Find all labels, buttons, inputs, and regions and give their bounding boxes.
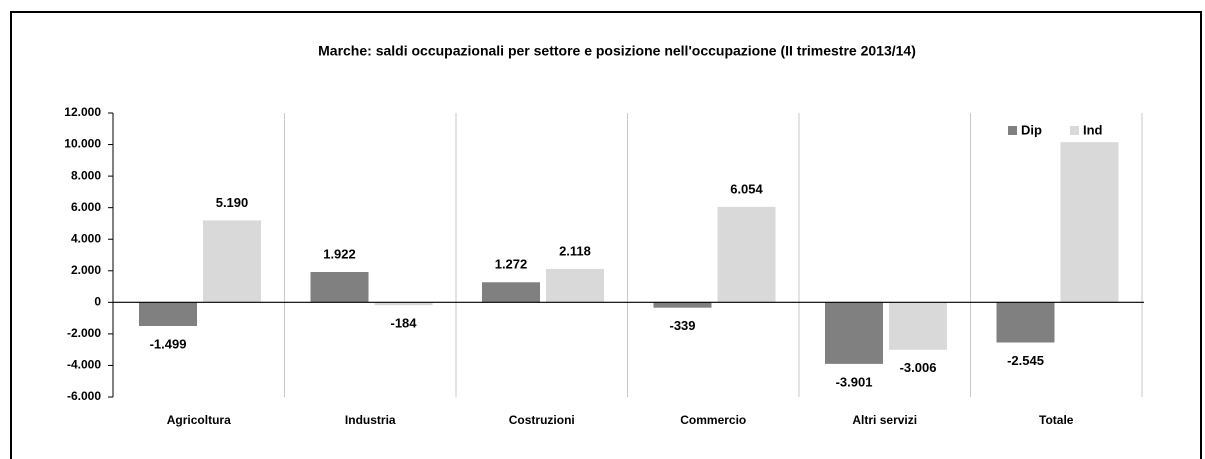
legend-label: Dip (1021, 122, 1042, 137)
bar (1060, 142, 1119, 303)
bar (374, 302, 433, 306)
value-label: 5.190 (216, 195, 249, 210)
value-label: -339 (669, 318, 695, 333)
chart-frame (10, 11, 1202, 459)
x-tick-label: Industria (345, 413, 396, 427)
x-tick-label: Altri servizi (852, 413, 917, 427)
value-label: 1.272 (495, 257, 528, 272)
bar (653, 302, 712, 308)
bar (203, 220, 261, 303)
y-tick-label: 8.000 (71, 168, 101, 182)
bar (139, 302, 197, 326)
value-label: 6.054 (730, 181, 763, 196)
y-tick-label: 4.000 (71, 231, 101, 245)
legend-swatch (1070, 126, 1079, 135)
y-tick-label: 2.000 (71, 263, 101, 277)
bar (996, 302, 1055, 343)
chart-title: Marche: saldi occupazionali per settore … (318, 43, 916, 59)
value-label: -3.901 (836, 374, 873, 389)
x-tick-label: Agricoltura (167, 413, 231, 427)
legend-label: Ind (1083, 122, 1103, 137)
value-label: 2.118 (559, 243, 591, 258)
value-label: 1.922 (323, 246, 356, 261)
x-tick-label: Costruzioni (509, 413, 575, 427)
y-tick-label: 12.000 (64, 105, 101, 119)
bar (825, 302, 883, 364)
value-label: -2.545 (1007, 353, 1044, 368)
bar (889, 302, 947, 350)
y-tick-label: 6.000 (71, 200, 101, 214)
bar (546, 268, 604, 303)
y-tick-label: 0 (94, 295, 101, 309)
y-tick-label: -4.000 (67, 358, 101, 372)
y-tick-label: 10.000 (64, 137, 101, 151)
value-label: -3.006 (900, 360, 937, 375)
bar (482, 282, 540, 303)
bar (717, 206, 776, 303)
x-tick-label: Commercio (680, 413, 746, 427)
y-tick-label: -2.000 (67, 326, 101, 340)
x-tick-label: Totale (1039, 413, 1074, 427)
bar (310, 272, 369, 303)
value-label: -184 (390, 316, 417, 331)
value-label: -1.499 (150, 336, 187, 351)
y-tick-label: -6.000 (67, 389, 101, 403)
legend-swatch (1008, 126, 1017, 135)
